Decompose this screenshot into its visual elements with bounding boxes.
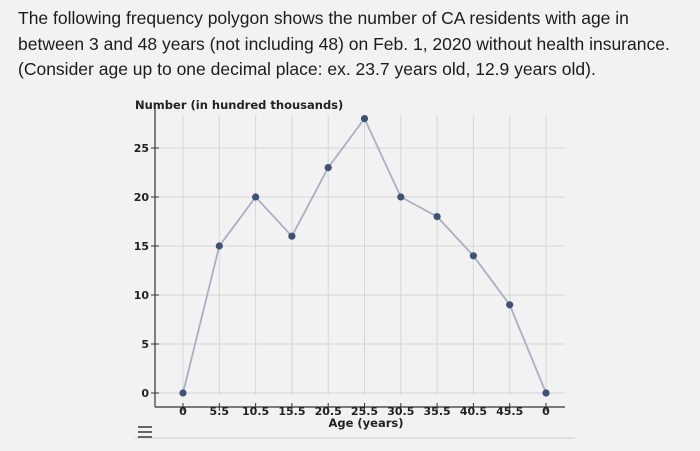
question-text: The following frequency polygon shows th… <box>18 6 688 83</box>
y-tick-label: 5 <box>141 338 149 351</box>
x-axis-title: Age (years) <box>328 416 403 430</box>
data-point <box>433 213 441 221</box>
data-point <box>252 193 260 201</box>
x-tick-label: 0 <box>179 405 187 418</box>
x-tick-label: 45.5 <box>496 405 523 418</box>
data-point <box>179 389 187 397</box>
x-tick-label: 20.5 <box>315 405 342 418</box>
data-point <box>542 389 550 397</box>
data-point <box>215 242 223 250</box>
x-tick-label: 5.5 <box>210 405 230 418</box>
axis-labels: 0 5 10 15 20 25 0 5.5 10.5 15.5 20.5 25.5 30.5 35.5 40… <box>134 98 550 430</box>
y-tick-label: 25 <box>134 142 149 155</box>
x-tick-label: 10.5 <box>242 405 269 418</box>
question-line-1: The following frequency polygon shows th… <box>18 8 629 28</box>
y-tick-label: 0 <box>141 387 149 400</box>
x-tick-label: 15.5 <box>278 405 305 418</box>
x-tick-label: 30.5 <box>387 405 414 418</box>
hamburger-menu-icon[interactable] <box>138 426 152 438</box>
question-line-2: between 3 and 48 years (not including 48… <box>18 33 670 54</box>
question-line-3: (Consider age up to one decimal place: e… <box>18 59 596 79</box>
data-point <box>288 232 296 240</box>
x-tick-label: 40.5 <box>460 405 487 418</box>
data-point <box>324 164 332 172</box>
x-tick-label: 0 <box>542 405 550 418</box>
x-tick-label: 25.5 <box>351 405 378 418</box>
axes <box>135 107 575 439</box>
data-point <box>506 301 514 309</box>
y-tick-label: 10 <box>134 289 150 302</box>
data-point <box>397 193 405 201</box>
data-point <box>360 115 369 123</box>
y-axis-title: Number (in hundred thousands) <box>135 98 343 112</box>
data-point <box>469 252 477 260</box>
y-tick-label: 15 <box>134 240 149 253</box>
data-points <box>179 115 550 397</box>
x-tick-label: 35.5 <box>424 405 451 418</box>
y-tick-label: 20 <box>134 191 150 204</box>
